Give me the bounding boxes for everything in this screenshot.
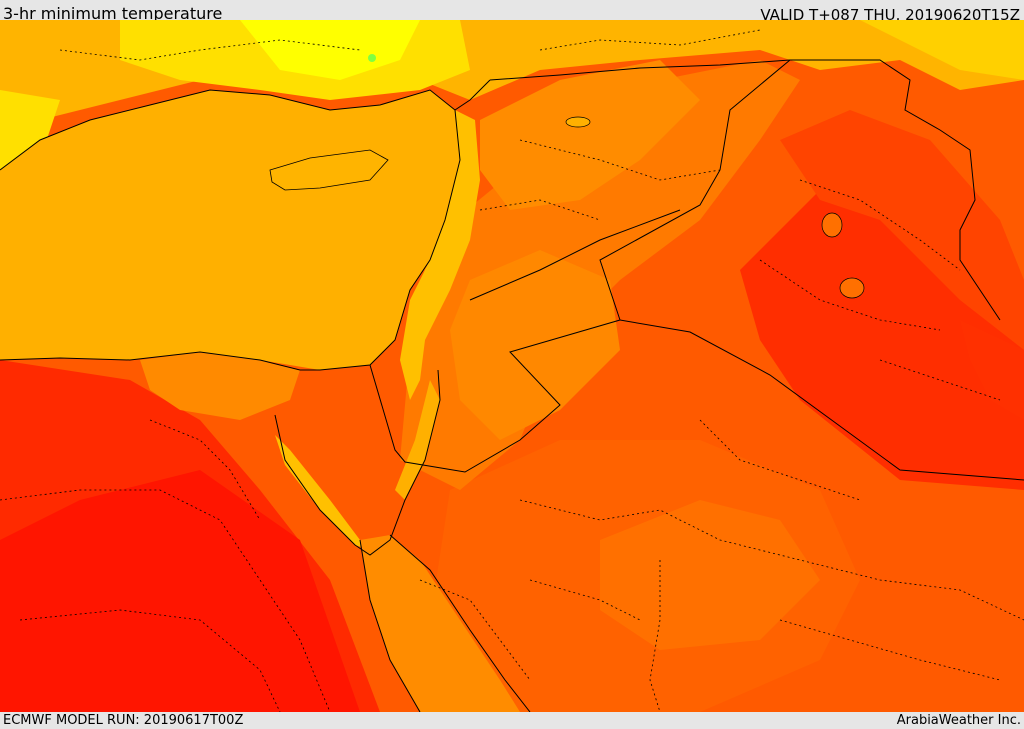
map-title: 3-hr minimum temperature (3, 4, 223, 23)
aegean-yellow (0, 90, 60, 180)
credit-label: ArabiaWeather Inc. (896, 713, 1021, 728)
cold-spot-green (368, 54, 376, 62)
sudan-deep-red (0, 470, 360, 712)
model-run-label: ECMWF MODEL RUN: 20190617T00Z (3, 713, 244, 728)
turkey-coastline (0, 89, 456, 171)
border-line-north (489, 59, 1001, 321)
mediterranean-coastline (0, 79, 491, 371)
sinai-coastline (274, 369, 441, 556)
mediterranean-sea (0, 90, 460, 370)
gulf-of-aqaba (395, 380, 440, 500)
zagros-yellow (860, 20, 1024, 80)
border-line-syria-jordan (469, 209, 681, 301)
gulf-of-suez (275, 435, 370, 550)
iraq-north-region (780, 110, 1024, 350)
nile-delta (140, 352, 300, 420)
lake-assad (565, 116, 591, 128)
red-sea-east-coast (389, 534, 531, 712)
valid-time-label: VALID T+087 THU. 20190620T15Z (760, 6, 1020, 24)
header-bar: 3-hr minimum temperature VALID T+087 THU… (0, 0, 1024, 24)
temperature-map (0, 20, 1024, 712)
cyprus-island (269, 149, 389, 191)
map-canvas (0, 20, 1024, 712)
iraq-red-region (740, 180, 1024, 490)
red-sea (360, 535, 520, 712)
anatolia-bright-yellow (240, 20, 420, 80)
lake-razzaza (839, 277, 865, 299)
admin-boundaries (0, 29, 1024, 712)
red-sea-west-coast (359, 539, 421, 712)
syria-north-orange (480, 60, 700, 210)
lake-tharthar (821, 212, 843, 238)
border-line-iraq-saudi (619, 319, 1024, 481)
levant-coastal-strip (400, 110, 480, 400)
najd-plateau (600, 500, 820, 650)
gulf-edge (960, 320, 1024, 420)
footer-bar: ECMWF MODEL RUN: 20190617T00Z ArabiaWeat… (0, 712, 1024, 729)
